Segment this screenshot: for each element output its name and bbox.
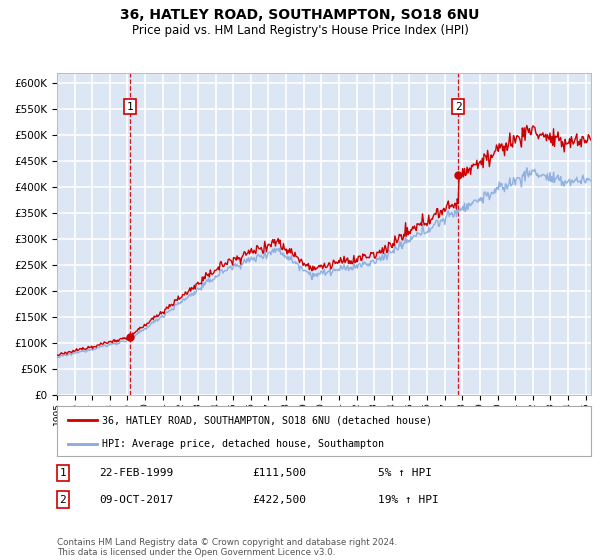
Text: £111,500: £111,500 [252,468,306,478]
Text: 19% ↑ HPI: 19% ↑ HPI [378,494,439,505]
Text: 1: 1 [59,468,67,478]
Text: 2: 2 [59,494,67,505]
Text: Price paid vs. HM Land Registry's House Price Index (HPI): Price paid vs. HM Land Registry's House … [131,24,469,36]
Text: 09-OCT-2017: 09-OCT-2017 [99,494,173,505]
Text: 36, HATLEY ROAD, SOUTHAMPTON, SO18 6NU (detached house): 36, HATLEY ROAD, SOUTHAMPTON, SO18 6NU (… [103,415,433,425]
Text: HPI: Average price, detached house, Southampton: HPI: Average price, detached house, Sout… [103,439,385,449]
Text: 1: 1 [127,101,133,111]
Text: 5% ↑ HPI: 5% ↑ HPI [378,468,432,478]
Text: 2: 2 [455,101,461,111]
Text: Contains HM Land Registry data © Crown copyright and database right 2024.
This d: Contains HM Land Registry data © Crown c… [57,538,397,557]
Text: 36, HATLEY ROAD, SOUTHAMPTON, SO18 6NU: 36, HATLEY ROAD, SOUTHAMPTON, SO18 6NU [121,8,479,22]
Text: £422,500: £422,500 [252,494,306,505]
Text: 22-FEB-1999: 22-FEB-1999 [99,468,173,478]
